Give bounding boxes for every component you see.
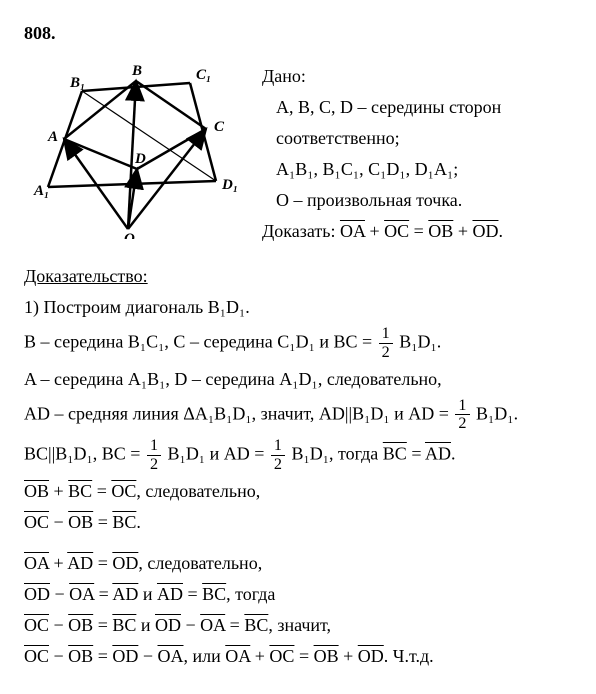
- given-line1: A, B, C, D – середины сторон: [262, 94, 572, 121]
- figure: A₁ B₁ C₁ D₁ A B C D O: [24, 59, 244, 247]
- proof-heading: Доказательство:: [24, 263, 572, 290]
- proof-line-a: A – середина A₁B₁, D – середина A₁D₁, сл…: [24, 366, 572, 393]
- svg-text:B: B: [131, 63, 142, 79]
- svg-text:D₁: D₁: [221, 177, 238, 193]
- proof-line-ad: AD – средняя линия ΔA₁B₁D₁, значит, AD||…: [24, 397, 572, 434]
- proof-line-bc: BC||B₁D₁, BC = 12 B₁D₁ и AD = 12 B₁D₁, т…: [24, 437, 572, 474]
- svg-text:A: A: [47, 129, 58, 145]
- given-block: Дано: A, B, C, D – середины сторон соотв…: [262, 59, 572, 249]
- svg-text:O: O: [124, 231, 135, 239]
- proof-final1: OC − OB = BC и OD − OA = BC, значит,: [24, 612, 572, 639]
- proof-line-b: B – середина B₁C₁, C – середина C₁D₁ и B…: [24, 325, 572, 362]
- proof-diff1: OC − OB = BC.: [24, 509, 572, 536]
- given-line2: соответственно;: [262, 125, 572, 152]
- proof-sum2: OA + AD = OD, следовательно,: [24, 550, 572, 577]
- svg-text:A₁: A₁: [33, 183, 49, 199]
- proof-final2: OC − OB = OD − OA, или OA + OC = OB + OD…: [24, 643, 572, 670]
- proof-step1: 1) Построим диагональ B₁D₁.: [24, 294, 572, 321]
- given-line4: O – произвольная точка.: [262, 187, 572, 214]
- given-heading: Дано:: [262, 63, 572, 90]
- prove-line: Доказать: OA + OC = OB + OD.: [262, 218, 572, 245]
- proof-sum1: OB + BC = OC, следовательно,: [24, 478, 572, 505]
- given-line3: A₁B₁, B₁C₁, C₁D₁, D₁A₁;: [262, 156, 572, 183]
- problem-number: 808.: [24, 20, 572, 47]
- proof-diff2: OD − OA = AD и AD = BC, тогда: [24, 581, 572, 608]
- svg-text:D: D: [134, 151, 146, 167]
- svg-text:C: C: [214, 119, 225, 135]
- svg-text:B₁: B₁: [69, 75, 85, 91]
- svg-text:C₁: C₁: [196, 67, 211, 83]
- top-section: A₁ B₁ C₁ D₁ A B C D O Дано: A, B, C, D – середин…: [24, 59, 572, 249]
- geometry-diagram: A₁ B₁ C₁ D₁ A B C D O: [24, 59, 244, 239]
